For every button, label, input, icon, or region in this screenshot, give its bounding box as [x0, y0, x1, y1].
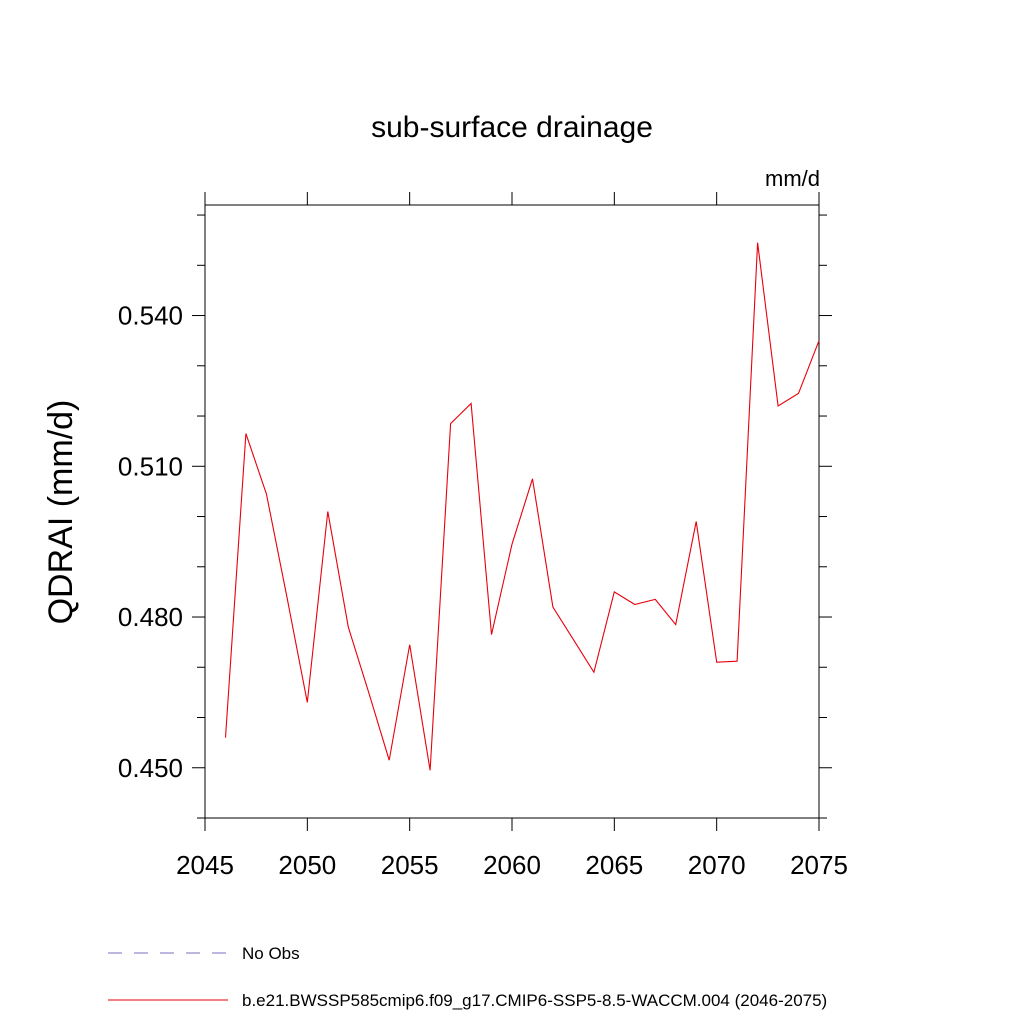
series-line-waccm-004	[224, 242, 820, 771]
x-tick-label: 2060	[483, 850, 541, 880]
x-tick-label: 2075	[790, 850, 848, 880]
legend-label-no-obs: No Obs	[242, 944, 300, 963]
y-tick-label: 0.510	[118, 451, 183, 481]
legend: No Obs b.e21.BWSSP585cmip6.f09_g17.CMIP6…	[108, 944, 827, 1010]
plot-frame	[204, 204, 820, 819]
y-axis-label: QDRAI (mm/d)	[42, 400, 80, 625]
x-tick-label: 2045	[176, 850, 234, 880]
x-tick-label: 2050	[278, 850, 336, 880]
y-tick-label: 0.450	[118, 753, 183, 783]
series-points	[225, 242, 820, 771]
legend-label-model: b.e21.BWSSP585cmip6.f09_g17.CMIP6-SSP5-8…	[242, 991, 827, 1010]
x-tick-label: 2065	[585, 850, 643, 880]
y-tick-labels: 0.450 0.480 0.510 0.540	[118, 301, 183, 783]
axis-ticks	[192, 192, 832, 831]
units-label: mm/d	[765, 166, 820, 191]
x-tick-label: 2070	[688, 850, 746, 880]
x-tick-labels: 2045 2050 2055 2060 2065 2070 2075	[176, 850, 848, 880]
x-tick-label: 2055	[381, 850, 439, 880]
chart-title: sub-surface drainage	[371, 111, 653, 144]
y-tick-label: 0.480	[118, 602, 183, 632]
y-tick-label: 0.540	[118, 301, 183, 331]
